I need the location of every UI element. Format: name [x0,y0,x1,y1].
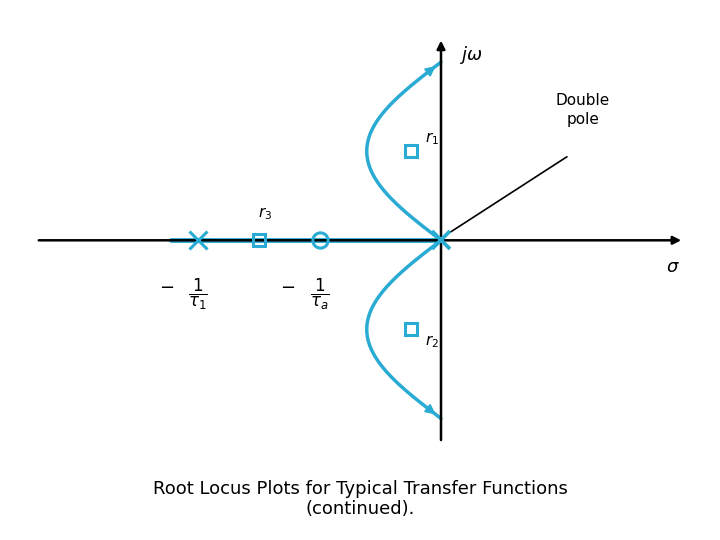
Text: Root Locus Plots for Typical Transfer Functions
(continued).: Root Locus Plots for Typical Transfer Fu… [153,480,567,518]
Text: $\dfrac{1}{\tau_a}$: $\dfrac{1}{\tau_a}$ [310,276,329,312]
Text: $\sigma$: $\sigma$ [666,258,680,276]
Text: $\dfrac{1}{\tau_1}$: $\dfrac{1}{\tau_1}$ [188,276,208,312]
Text: $-$: $-$ [158,276,174,295]
Text: $j\omega$: $j\omega$ [459,44,482,66]
Text: $r_2$: $r_2$ [425,333,438,350]
Text: $r_1$: $r_1$ [425,131,438,147]
Text: $-$: $-$ [280,276,295,295]
Text: $r_3$: $r_3$ [258,206,273,222]
Text: Double
pole: Double pole [556,93,610,127]
